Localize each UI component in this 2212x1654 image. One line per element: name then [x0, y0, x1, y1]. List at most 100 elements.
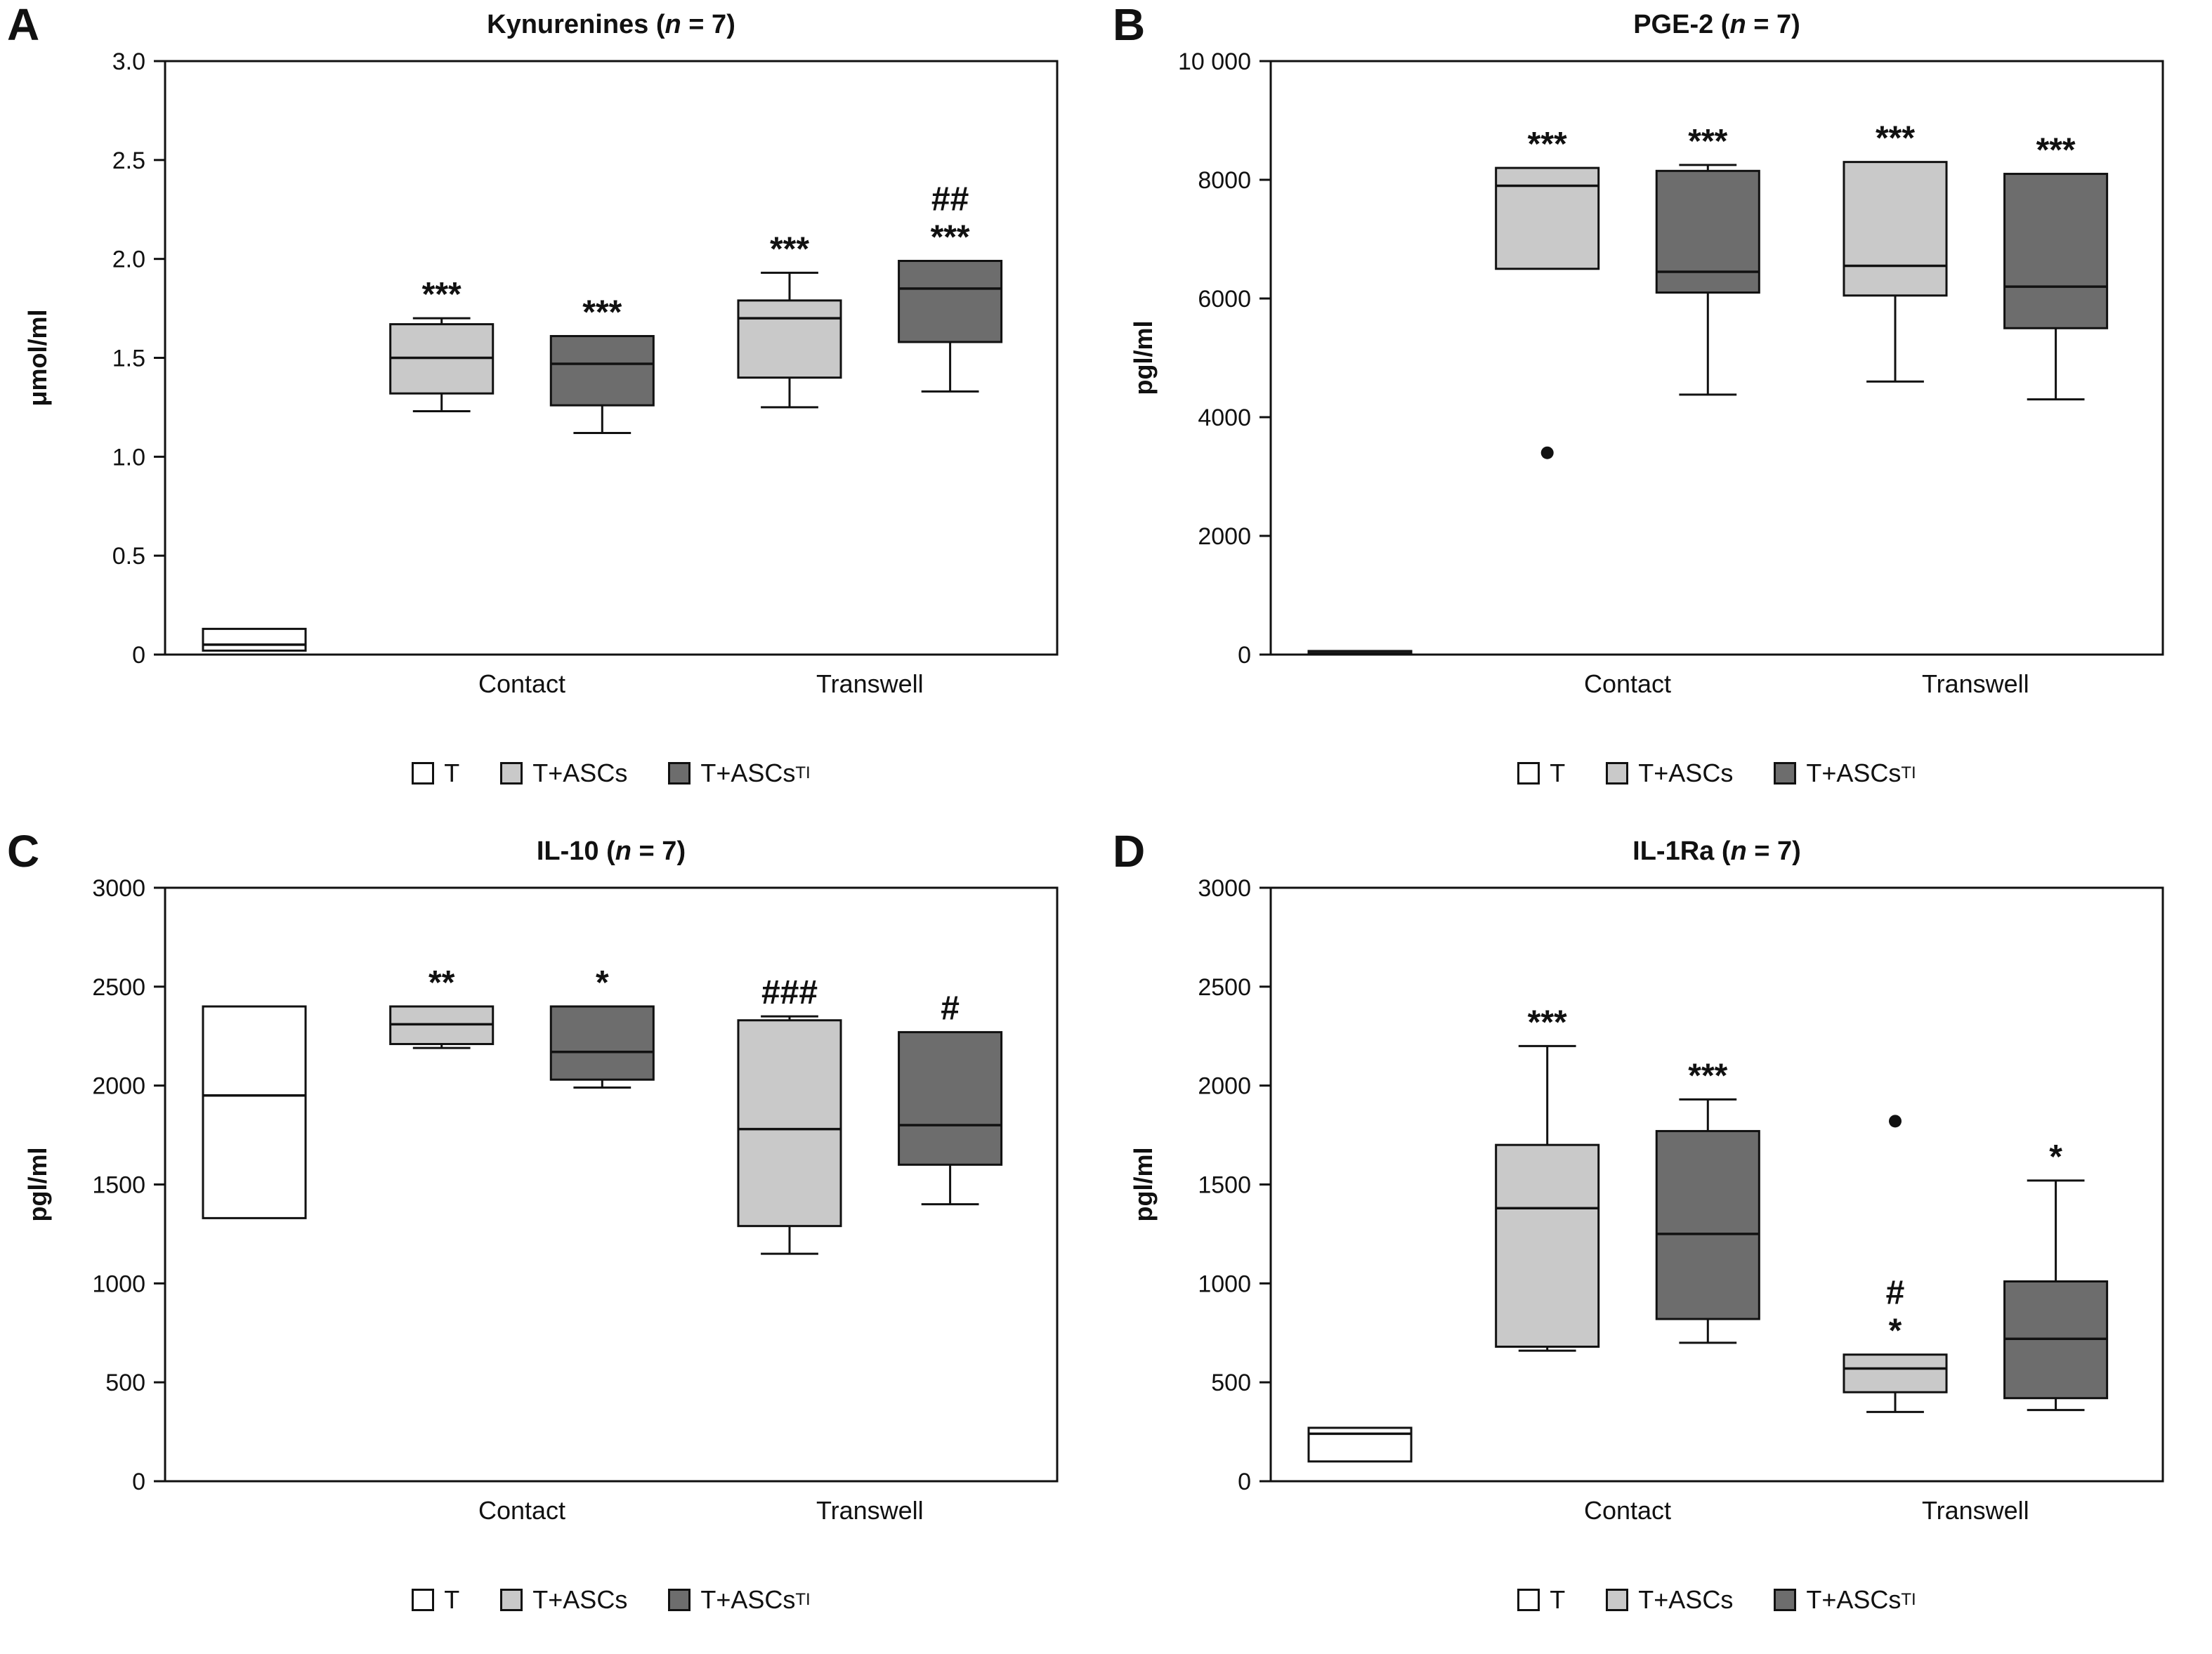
legend-swatch-t-ascs-ti	[1774, 1589, 1797, 1611]
svg-text:Contact: Contact	[478, 669, 565, 698]
title-prefix: Kynurenines (	[487, 10, 665, 39]
legend-label-t-ascs: T+ASCs	[532, 1585, 628, 1614]
panel-letter-a: A	[7, 0, 40, 50]
title-prefix: IL-10 (	[536, 836, 615, 866]
title-italic-n: n	[1730, 836, 1747, 866]
svg-text:500: 500	[1211, 1370, 1251, 1396]
svg-text:0: 0	[132, 1469, 145, 1495]
legend-swatch-t	[1517, 762, 1540, 785]
legend-item-t: T	[1517, 759, 1565, 788]
svg-text:500: 500	[105, 1370, 145, 1396]
svg-text:1000: 1000	[1198, 1271, 1251, 1297]
legend-label-t-ascs-ti: T+ASCs	[700, 1585, 796, 1614]
svg-text:1.5: 1.5	[112, 346, 145, 372]
legend-swatch-t-ascs	[1606, 1589, 1629, 1611]
title-suffix: = 7)	[631, 836, 686, 866]
svg-text:###: ###	[761, 974, 818, 1011]
svg-text:2500: 2500	[92, 974, 145, 1001]
svg-text:##: ##	[931, 181, 969, 218]
svg-text:***: ***	[422, 276, 462, 313]
title-suffix: = 7)	[1746, 10, 1800, 39]
legend-item-t: T	[412, 759, 459, 788]
legend-label-t-ascs-ti: T+ASCs	[700, 759, 796, 787]
legend-item-t-ascs: T+ASCs	[500, 1585, 627, 1615]
legend-label-t: T	[1550, 1585, 1566, 1614]
svg-text:***: ***	[931, 218, 970, 256]
svg-text:Transwell: Transwell	[1922, 1496, 2029, 1525]
svg-text:*: *	[596, 964, 609, 1002]
legend-swatch-t-ascs-ti	[1774, 762, 1797, 785]
legend-a: T T+ASCs T+ASCs TI	[165, 759, 1057, 788]
svg-text:2.5: 2.5	[112, 147, 145, 174]
legend-item-t-ascs: T+ASCs	[1606, 759, 1733, 788]
legend-item-t-ascs: T+ASCs	[1606, 1585, 1733, 1615]
svg-text:2000: 2000	[1198, 1073, 1251, 1100]
legend-label-t-ascs: T+ASCs	[1638, 759, 1734, 787]
svg-text:4000: 4000	[1198, 405, 1251, 431]
svg-text:2000: 2000	[92, 1073, 145, 1100]
svg-text:μmol/ml: μmol/ml	[23, 309, 52, 406]
legend-label-t: T	[444, 1585, 460, 1614]
svg-text:***: ***	[1528, 126, 1567, 163]
legend-d: T T+ASCs T+ASCs TI	[1271, 1585, 2163, 1615]
svg-text:*: *	[1889, 1313, 1902, 1350]
svg-text:***: ***	[1528, 1004, 1567, 1041]
legend-c: T T+ASCs T+ASCs TI	[165, 1585, 1057, 1615]
legend-label-t-ascs: T+ASCs	[1638, 1585, 1734, 1614]
svg-text:0: 0	[132, 642, 145, 669]
svg-text:1.0: 1.0	[112, 444, 145, 471]
svg-text:**: **	[428, 964, 455, 1002]
svg-text:Contact: Contact	[1584, 669, 1671, 698]
legend-label-t-ascs-ti: T+ASCs	[1806, 1585, 1902, 1614]
panel-letter-c: C	[7, 827, 40, 877]
svg-text:1500: 1500	[1198, 1172, 1251, 1199]
svg-text:pgl/ml: pgl/ml	[1129, 321, 1158, 395]
legend-label-t: T	[444, 759, 460, 787]
panel-c-il10: C IL-10 (n = 7) 0 500 1000 1500 2000 2500 3000…	[0, 827, 1106, 1654]
legend-swatch-t-ascs	[1606, 762, 1629, 785]
title-prefix: IL-1Ra (	[1632, 836, 1731, 866]
svg-text:***: ***	[2036, 132, 2076, 169]
svg-text:pgl/ml: pgl/ml	[23, 1148, 52, 1222]
legend-b: T T+ASCs T+ASCs TI	[1271, 759, 2163, 788]
svg-text:***: ***	[582, 294, 622, 332]
title-italic-n: n	[1729, 10, 1746, 39]
svg-text:***: ***	[1688, 123, 1727, 160]
svg-text:***: ***	[1688, 1057, 1727, 1094]
title-italic-n: n	[665, 10, 681, 39]
chart-title-kynurenines: Kynurenines (n = 7)	[165, 10, 1057, 40]
panel-a-kynurenines: A Kynurenines (n = 7) 0 0.5 1.0 1.5 2.0 2.5 3.…	[0, 0, 1106, 827]
boxplot-kynurenines: 0 0.5 1.0 1.5 2.0 2.5 3.0 μmol/ml Contact Transwe…	[23, 51, 1059, 698]
svg-text:#: #	[1886, 1275, 1905, 1312]
legend-swatch-t-ascs	[500, 1589, 523, 1611]
svg-text:Transwell: Transwell	[816, 669, 924, 698]
svg-text:Contact: Contact	[1584, 1496, 1671, 1525]
svg-text:1000: 1000	[92, 1271, 145, 1297]
legend-item-t-ascs-ti: T+ASCs TI	[668, 1585, 811, 1615]
legend-label-t: T	[1550, 759, 1566, 787]
title-suffix: = 7)	[1746, 836, 1801, 866]
svg-text:10 000: 10 000	[1178, 51, 1251, 75]
legend-swatch-t	[1517, 1589, 1540, 1611]
legend-swatch-t-ascs	[500, 762, 523, 785]
svg-text:3000: 3000	[92, 877, 145, 902]
title-suffix: = 7)	[681, 10, 735, 39]
legend-item-t: T	[412, 1585, 459, 1615]
legend-item-t-ascs: T+ASCs	[500, 759, 627, 788]
svg-text:3000: 3000	[1198, 877, 1251, 902]
legend-item-t-ascs-ti: T+ASCs TI	[1774, 759, 1916, 788]
chart-title-pge2: PGE-2 (n = 7)	[1271, 10, 2163, 40]
boxplot-il1ra: 0 500 1000 1500 2000 2500 3000 pgl/ml Contact Tra…	[1129, 877, 2164, 1525]
svg-text:***: ***	[770, 230, 809, 268]
svg-text:0: 0	[1238, 1469, 1251, 1495]
svg-text:3.0: 3.0	[112, 51, 145, 75]
legend-swatch-t-ascs-ti	[668, 1589, 691, 1611]
legend-swatch-t	[412, 1589, 435, 1611]
legend-item-t-ascs-ti: T+ASCs TI	[668, 759, 811, 788]
legend-label-t-ascs: T+ASCs	[532, 759, 628, 787]
legend-swatch-t-ascs-ti	[668, 762, 691, 785]
svg-text:Contact: Contact	[478, 1496, 565, 1525]
svg-text:pgl/ml: pgl/ml	[1129, 1148, 1158, 1222]
svg-text:#: #	[941, 990, 960, 1028]
